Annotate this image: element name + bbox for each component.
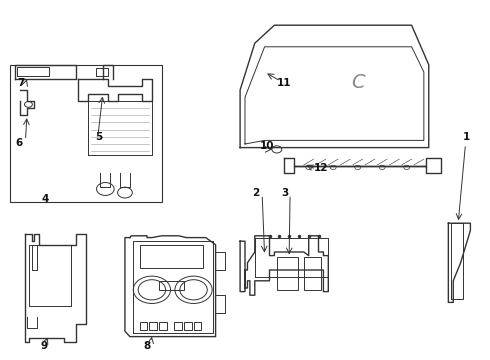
Text: C: C <box>351 73 365 92</box>
Text: 10: 10 <box>260 141 274 151</box>
Text: 9: 9 <box>41 341 48 351</box>
Text: 4: 4 <box>42 194 49 204</box>
Text: 5: 5 <box>96 132 103 143</box>
Text: 2: 2 <box>252 188 260 198</box>
Text: 3: 3 <box>282 188 289 198</box>
Text: 6: 6 <box>15 138 22 148</box>
Text: 11: 11 <box>277 78 292 88</box>
Text: 8: 8 <box>144 341 150 351</box>
Text: 12: 12 <box>314 163 328 173</box>
Text: 7: 7 <box>17 78 24 89</box>
Text: 1: 1 <box>463 132 470 143</box>
